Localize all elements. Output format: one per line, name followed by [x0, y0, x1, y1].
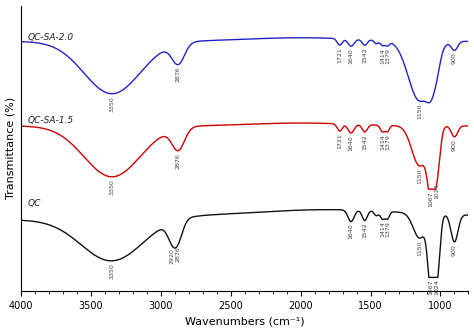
- Y-axis label: Transmittance (%): Transmittance (%): [6, 97, 16, 200]
- Text: 900: 900: [452, 52, 457, 64]
- Text: QC-SA-1.5: QC-SA-1.5: [28, 116, 74, 124]
- Text: 1721: 1721: [337, 133, 342, 149]
- Text: 1640: 1640: [348, 48, 354, 64]
- Text: 1150: 1150: [417, 168, 422, 184]
- Text: 1024: 1024: [435, 184, 439, 200]
- Text: 2876: 2876: [176, 153, 181, 169]
- Text: 1542: 1542: [362, 223, 367, 238]
- Text: 2876: 2876: [176, 246, 181, 262]
- Text: 900: 900: [452, 139, 457, 151]
- Text: 1414: 1414: [380, 134, 385, 150]
- Text: 2876: 2876: [176, 67, 181, 82]
- Text: 3350: 3350: [109, 96, 115, 112]
- Text: 3350: 3350: [109, 263, 115, 279]
- Text: 1640: 1640: [348, 135, 354, 151]
- Text: 1542: 1542: [362, 134, 367, 150]
- Text: QC: QC: [28, 199, 42, 208]
- Text: 1150: 1150: [417, 240, 422, 256]
- Text: 1379: 1379: [385, 221, 390, 237]
- Text: 1024: 1024: [435, 280, 439, 295]
- Text: 1414: 1414: [380, 221, 385, 237]
- Text: 1542: 1542: [362, 47, 367, 63]
- X-axis label: Wavenumbers (cm⁻¹): Wavenumbers (cm⁻¹): [185, 316, 305, 326]
- Text: 1150: 1150: [417, 103, 422, 119]
- Text: 1721: 1721: [337, 47, 342, 63]
- Text: QC-SA-2.0: QC-SA-2.0: [28, 33, 74, 42]
- Text: 1067: 1067: [428, 280, 434, 295]
- Text: 2920: 2920: [170, 248, 174, 264]
- Text: 3350: 3350: [109, 179, 115, 195]
- Text: 900: 900: [452, 244, 457, 256]
- Text: 1414: 1414: [380, 48, 385, 63]
- Text: 1379: 1379: [385, 48, 390, 64]
- Text: 1640: 1640: [348, 224, 354, 239]
- Text: 1379: 1379: [385, 134, 390, 150]
- Text: 1067: 1067: [428, 191, 434, 207]
